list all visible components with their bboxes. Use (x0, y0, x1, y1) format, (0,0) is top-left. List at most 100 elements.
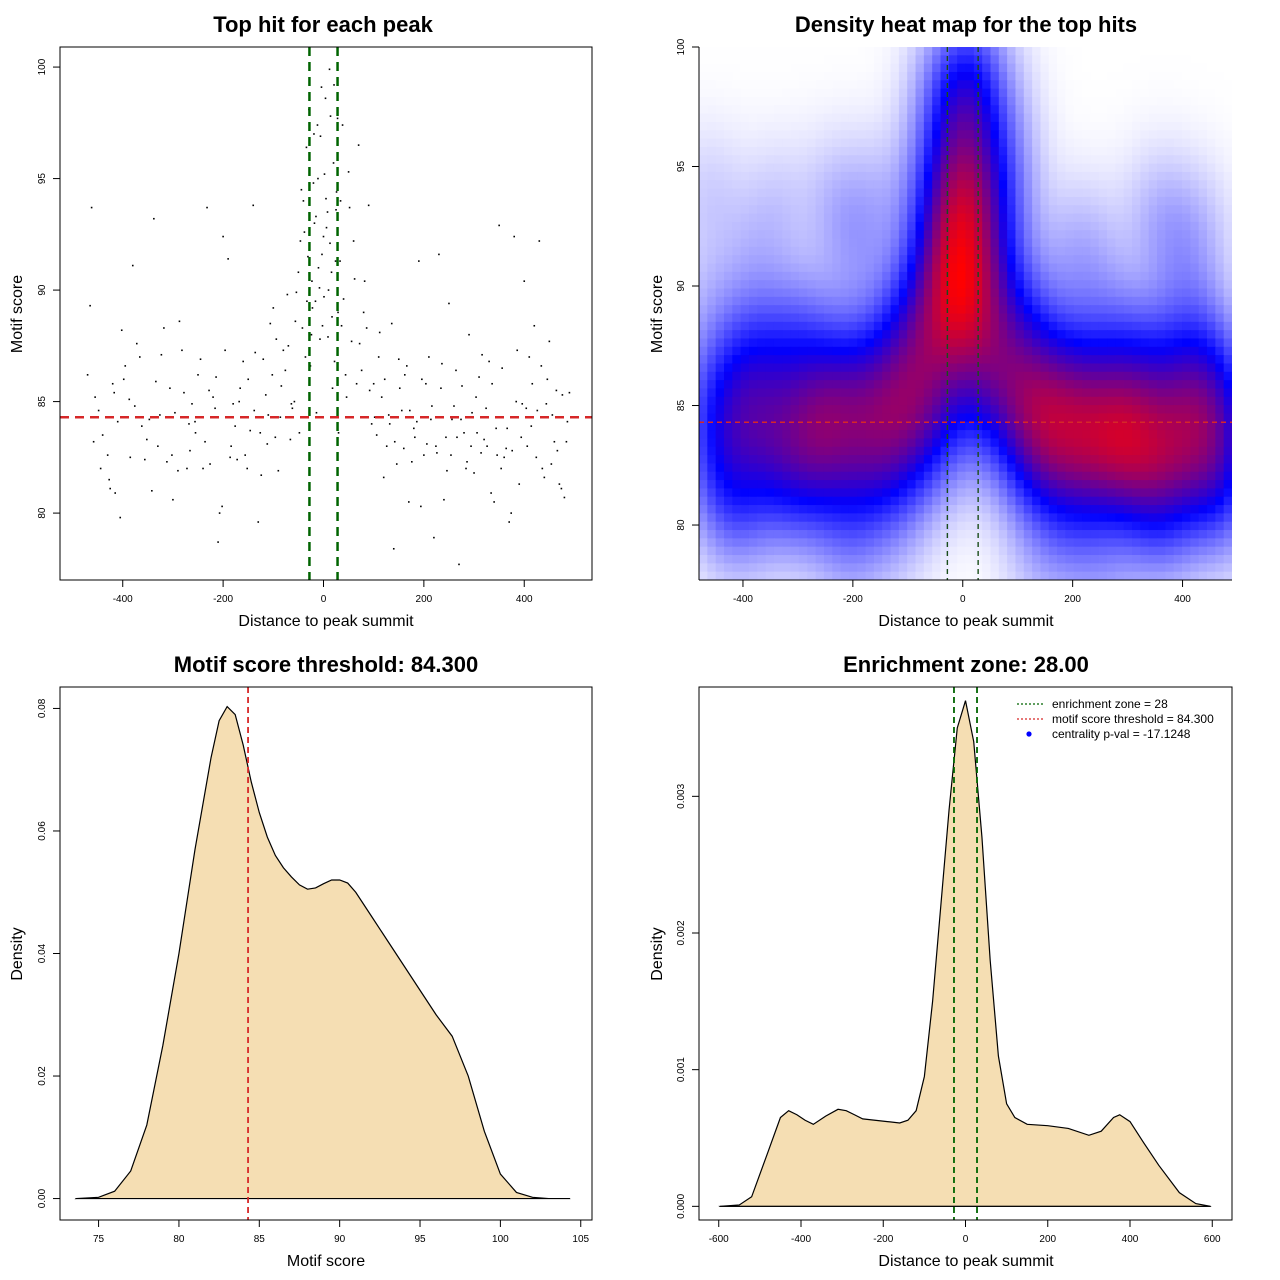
motif-density-x-label: Motif score (287, 1253, 365, 1270)
scatter-point (546, 378, 549, 381)
heatmap-cell (1223, 338, 1232, 348)
heatmap-cell (1115, 63, 1125, 73)
heatmap-cell (1132, 346, 1141, 356)
heatmap-cell (982, 546, 992, 556)
heatmap-cell (715, 555, 725, 564)
enrichment-legend: enrichment zone = 28 motif score thresho… (1017, 697, 1214, 741)
heatmap-cell (1198, 488, 1208, 498)
heatmap-cell (732, 346, 742, 356)
heatmap-cell (748, 380, 758, 390)
heatmap-cell (923, 188, 933, 198)
heatmap-cell (732, 538, 742, 548)
heatmap-cell (998, 405, 1008, 415)
heatmap-cell (782, 388, 792, 398)
heatmap-cell (1182, 188, 1191, 198)
heatmap-cell (723, 88, 733, 98)
heatmap-cell (815, 146, 825, 156)
heatmap-cell (882, 296, 892, 306)
heatmap-cell (1065, 105, 1075, 115)
heatmap-cell (1023, 238, 1033, 248)
heatmap-cell (1123, 371, 1133, 381)
heatmap-cell (1023, 280, 1033, 290)
heatmap-cell (765, 180, 775, 190)
heatmap-cell (1107, 196, 1117, 206)
heatmap-cell (1182, 471, 1191, 481)
heatmap-cell (1057, 296, 1067, 306)
heatmap-cell (1115, 371, 1125, 381)
heatmap-cell (1223, 188, 1232, 198)
scatter-point (135, 342, 138, 345)
heatmap-cell (1165, 396, 1175, 406)
heatmap-cell (890, 338, 900, 348)
heatmap-cell (1173, 221, 1183, 231)
heatmap-cell (1048, 413, 1058, 423)
heatmap-cell (1090, 71, 1100, 81)
heatmap-cell (1223, 371, 1232, 381)
x-tick-label: 90 (334, 1234, 346, 1245)
heatmap-cell (1073, 96, 1083, 106)
heatmap-cell (998, 505, 1008, 514)
legend-swatch-centrality (1026, 731, 1032, 737)
heatmap-cell (1107, 296, 1117, 306)
heatmap-cell (1182, 280, 1191, 290)
scatter-point (92, 440, 95, 443)
heatmap-cell (940, 221, 950, 231)
heatmap-cell (773, 71, 783, 81)
heatmap-cell (732, 446, 742, 456)
heatmap-cell (1182, 371, 1191, 381)
heatmap-cell (1057, 47, 1067, 56)
heatmap-cell (1098, 205, 1108, 215)
heatmap-cell (1007, 438, 1017, 448)
heatmap-cell (1073, 521, 1083, 531)
heatmap-cell (782, 155, 792, 165)
heatmap-cell (1098, 105, 1108, 115)
heatmap-cell (1148, 213, 1158, 223)
heatmap-cell (1098, 555, 1108, 564)
heatmap-cell (907, 296, 917, 306)
heatmap-cell (1023, 355, 1033, 365)
heatmap-cell (1057, 438, 1067, 448)
heatmap-cell (982, 238, 992, 248)
heatmap-cell (948, 355, 958, 365)
scatter-panel: Top hit for each peak -400 -200 0 200 400 80… (9, 12, 593, 630)
heatmap-cell (848, 105, 858, 115)
heatmap-cell (732, 246, 742, 256)
heatmap-cell (923, 521, 933, 531)
heatmap-cell (832, 63, 842, 73)
scatter-point (174, 411, 176, 414)
heatmap-cell (840, 555, 850, 564)
heatmap-cell (823, 571, 833, 580)
heatmap-cell (1073, 280, 1083, 290)
heatmap-cell (715, 455, 725, 465)
heatmap-cell (1082, 513, 1092, 523)
scatter-point (304, 356, 307, 358)
heatmap-cell (1173, 105, 1183, 115)
heatmap-cell (1215, 180, 1225, 190)
heatmap-cell (740, 63, 750, 73)
enrichment-zone-lines (953, 687, 978, 1220)
heatmap-cell (1007, 496, 1017, 506)
heatmap-cell (1040, 546, 1050, 556)
heatmap-cell (915, 363, 925, 373)
heatmap-cell (840, 55, 850, 65)
heatmap-cell (723, 121, 733, 131)
heatmap-cell (940, 138, 950, 148)
heatmap-cell (982, 421, 992, 431)
heatmap-cell (1007, 138, 1017, 148)
heatmap-cell (1157, 230, 1166, 240)
heatmap-cell (882, 363, 892, 373)
heatmap-cell (1090, 255, 1100, 265)
heatmap-cell (898, 396, 908, 406)
scatter-point (486, 445, 488, 447)
heatmap-cell (723, 505, 733, 514)
heatmap-cell (1182, 88, 1191, 98)
heatmap-cell (1198, 321, 1208, 331)
heatmap-cell (990, 413, 1000, 423)
heatmap-cell (732, 113, 742, 123)
heatmap-cell (1082, 180, 1092, 190)
heatmap-cell (1107, 571, 1117, 580)
heatmap-cell (773, 155, 783, 165)
heatmap-cell (1173, 330, 1183, 340)
heatmap-cell (1148, 405, 1158, 415)
heatmap-cell (1165, 346, 1175, 356)
